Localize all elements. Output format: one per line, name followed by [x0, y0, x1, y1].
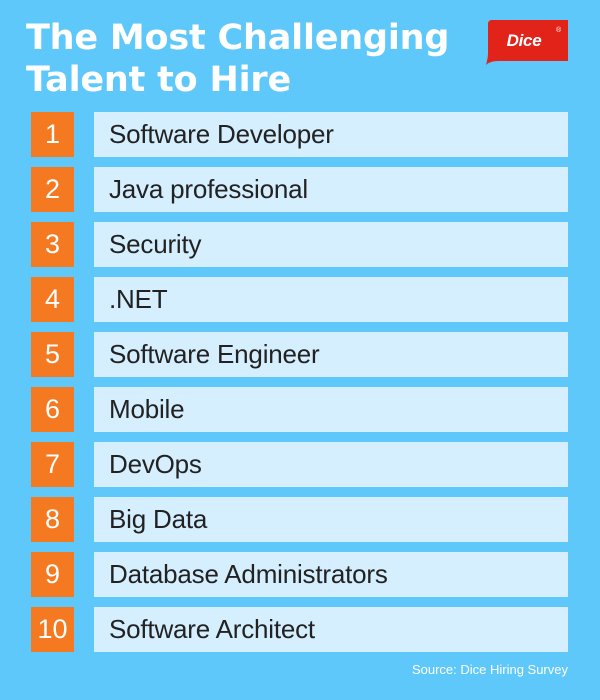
rank-number: 1: [31, 112, 74, 157]
rank-number: 7: [31, 442, 74, 487]
list-item: 10 Software Architect: [31, 607, 568, 652]
list-item: 5 Software Engineer: [31, 332, 568, 377]
talent-name: DevOps: [94, 442, 568, 487]
dice-logo-icon: [486, 20, 568, 65]
rank-number: 2: [31, 167, 74, 212]
talent-name: Java professional: [94, 167, 568, 212]
list-item: 7 DevOps: [31, 442, 568, 487]
list-item: 3 Security: [31, 222, 568, 267]
registered-mark: ®: [556, 27, 562, 34]
rank-number: 8: [31, 497, 74, 542]
talent-name: .NET: [94, 277, 568, 322]
list-item: 2 Java professional: [31, 167, 568, 212]
talent-name: Software Architect: [94, 607, 568, 652]
source-note: Source: Dice Hiring Survey: [411, 662, 568, 677]
talent-name: Big Data: [94, 497, 568, 542]
title-line-2: Talent to Hire: [26, 60, 291, 100]
rank-number: 5: [31, 332, 74, 377]
dice-logo: Dice ®: [486, 20, 568, 65]
list-item: 4 .NET: [31, 277, 568, 322]
talent-name: Software Engineer: [94, 332, 568, 377]
talent-name: Security: [94, 222, 568, 267]
rank-number: 6: [31, 387, 74, 432]
talent-name: Software Developer: [94, 112, 568, 157]
list-item: 6 Mobile: [31, 387, 568, 432]
title-line-1: The Most Challenging: [26, 18, 450, 58]
list-item: 1 Software Developer: [31, 112, 568, 157]
page-title: The Most Challenging Talent to Hire: [26, 17, 476, 101]
rank-number: 4: [31, 277, 74, 322]
rank-number: 9: [31, 552, 74, 597]
list-item: 8 Big Data: [31, 497, 568, 542]
list-item: 9 Database Administrators: [31, 552, 568, 597]
talent-name: Database Administrators: [94, 552, 568, 597]
rank-number: 3: [31, 222, 74, 267]
logo-text: Dice: [506, 31, 542, 50]
talent-ranking-list: 1 Software Developer 2 Java professional…: [31, 112, 568, 652]
rank-number: 10: [31, 607, 74, 652]
talent-name: Mobile: [94, 387, 568, 432]
